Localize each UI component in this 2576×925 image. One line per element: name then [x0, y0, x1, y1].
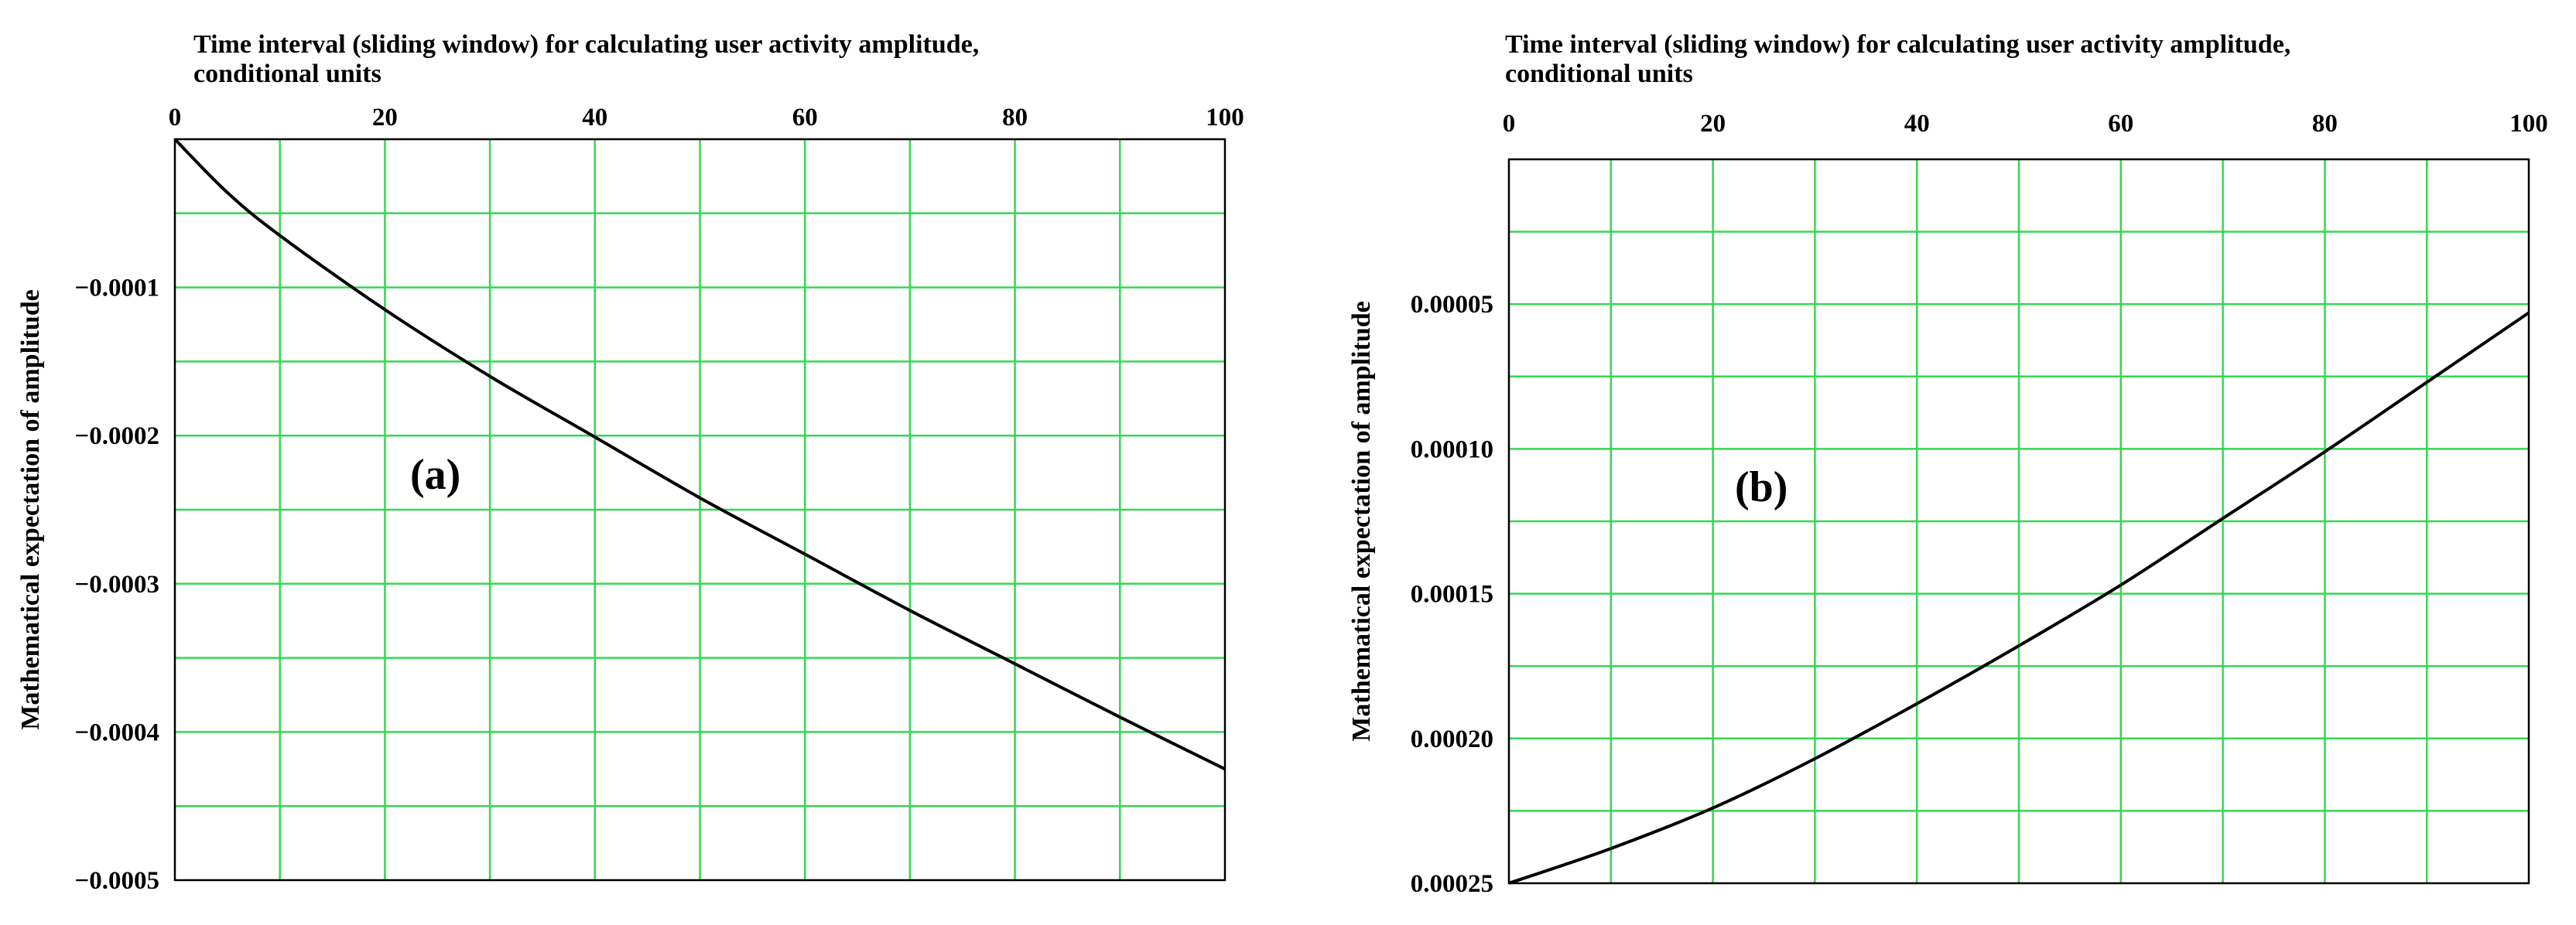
chart-title-line: conditional units	[193, 60, 381, 88]
panel-label: (a)	[410, 451, 460, 499]
grid-lines	[1509, 159, 2529, 883]
y-tick-label: 0.00015	[1411, 581, 1493, 609]
x-tick-label: 80	[1002, 104, 1028, 131]
chart-title-line: Time interval (sliding window) for calcu…	[1505, 30, 2290, 59]
y-tick-label: 0.00010	[1411, 435, 1493, 463]
x-tick-label: 0	[169, 104, 182, 131]
x-tick-label: 20	[1700, 110, 1726, 138]
plot-frame	[1507, 158, 2530, 885]
plot-frame	[173, 138, 1226, 882]
x-tick-label: 60	[792, 104, 818, 131]
panel-label: (b)	[1735, 463, 1787, 511]
grid-lines	[175, 139, 1225, 880]
y-axis-label: Mathematical expectation of amplitude	[16, 289, 45, 729]
y-tick-label: 0.00020	[1411, 725, 1493, 753]
chart-title-line: Time interval (sliding window) for calcu…	[193, 30, 979, 59]
x-tick-label: 100	[2509, 110, 2548, 138]
x-tick-label: 100	[1206, 104, 1244, 131]
x-tick-label: 20	[372, 104, 398, 131]
chart-panel-a: Time interval (sliding window) for calcu…	[16, 30, 1244, 895]
y-axis-label: Mathematical expectation of amplitude	[1347, 301, 1376, 741]
y-tick-label: 0.00025	[1411, 870, 1493, 898]
y-tick-label: −0.0004	[74, 718, 159, 746]
x-tick-label: 40	[582, 104, 607, 131]
y-tick-label: −0.0005	[74, 867, 159, 895]
y-tick-label: −0.0003	[74, 571, 159, 599]
chart-title-line: conditional units	[1505, 60, 1693, 88]
y-tick-label: −0.0002	[74, 422, 159, 450]
y-tick-label: 0.00005	[1411, 291, 1493, 319]
series-line	[173, 138, 1226, 771]
chart-panel-b: Time interval (sliding window) for calcu…	[1347, 30, 2548, 898]
y-tick-label: −0.0001	[74, 275, 159, 302]
x-tick-label: 0	[1503, 110, 1516, 138]
x-tick-label: 80	[2312, 110, 2338, 138]
x-tick-label: 60	[2108, 110, 2133, 138]
series-line	[1508, 311, 2530, 885]
x-tick-label: 40	[1904, 110, 1930, 138]
